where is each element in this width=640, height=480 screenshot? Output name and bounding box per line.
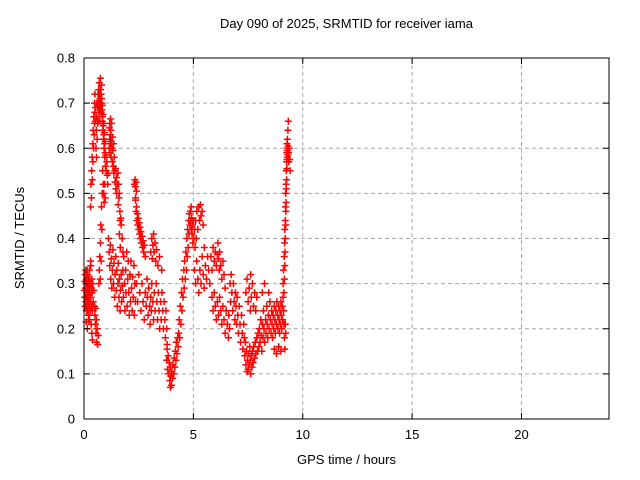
y-tick-label: 0.8: [57, 51, 75, 66]
y-tick-label: 0.7: [57, 96, 75, 111]
x-axis-label: GPS time / hours: [297, 452, 396, 467]
x-tick-label: 0: [80, 427, 87, 442]
y-tick-label: 0: [68, 412, 75, 427]
y-tick-label: 0.5: [57, 186, 75, 201]
chart-title: Day 090 of 2025, SRMTID for receiver iam…: [220, 16, 473, 31]
x-tick-label: 5: [190, 427, 197, 442]
y-tick-label: 0.6: [57, 141, 75, 156]
y-axis-label: SRMTID / TECUs: [12, 186, 27, 290]
y-tick-label: 0.4: [57, 231, 75, 246]
y-tick-label: 0.1: [57, 366, 75, 381]
x-tick-label: 20: [514, 427, 528, 442]
y-tick-label: 0.2: [57, 321, 75, 336]
y-tick-label: 0.3: [57, 276, 75, 291]
x-tick-label: 10: [296, 427, 310, 442]
x-tick-label: 15: [405, 427, 419, 442]
scatter-points: [80, 74, 294, 391]
